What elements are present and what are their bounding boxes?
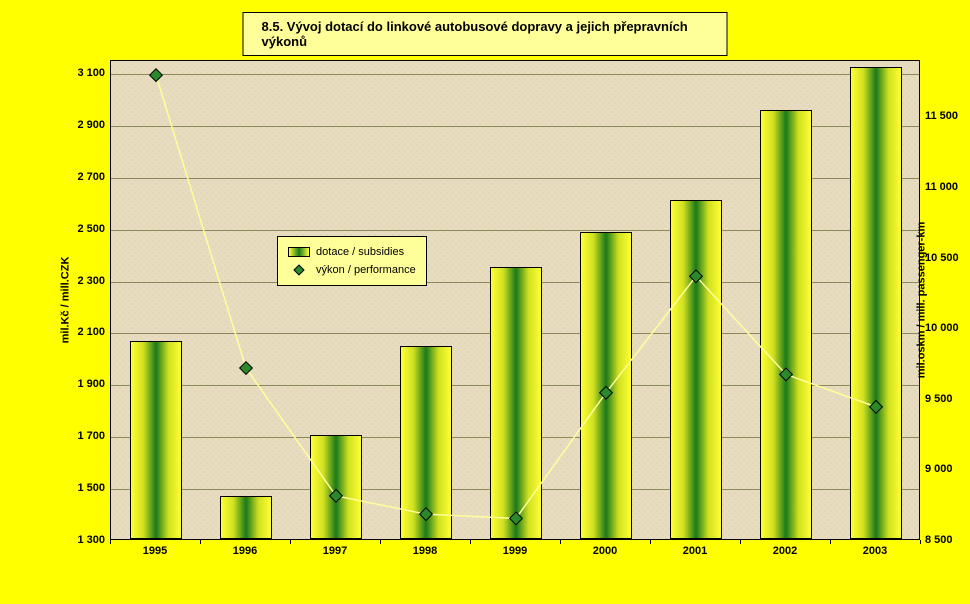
legend: dotace / subsidiesvýkon / performance — [277, 236, 427, 286]
performance-marker — [330, 489, 343, 502]
y2-tick-label: 10 000 — [925, 322, 959, 334]
y1-tick-label: 1 300 — [77, 534, 105, 546]
chart-title: 8.5. Vývoj dotací do linkové autobusové … — [243, 12, 728, 56]
x-tick-label: 1997 — [323, 545, 347, 557]
y2-axis-title: mil.oskm / mill. passenger-km — [916, 222, 928, 379]
legend-label: dotace / subsidies — [316, 243, 404, 261]
x-tick — [920, 540, 921, 544]
legend-item: dotace / subsidies — [288, 243, 416, 261]
x-tick-label: 2002 — [773, 545, 797, 557]
legend-swatch-line — [288, 265, 310, 275]
y2-tick-label: 9 000 — [925, 463, 953, 475]
x-tick — [470, 540, 471, 544]
y1-tick-label: 2 300 — [77, 275, 105, 287]
y1-tick-label: 2 700 — [77, 171, 105, 183]
y2-tick-label: 8 500 — [925, 534, 953, 546]
y2-tick-label: 11 000 — [925, 181, 958, 193]
y1-tick-label: 3 100 — [77, 67, 105, 79]
plot-area: dotace / subsidiesvýkon / performance — [110, 60, 920, 540]
y2-tick-label: 11 500 — [925, 110, 958, 122]
y1-tick-label: 1 700 — [77, 430, 105, 442]
x-tick-label: 1998 — [413, 545, 437, 557]
y2-tick-label: 9 500 — [925, 393, 953, 405]
x-tick-label: 2000 — [593, 545, 617, 557]
y1-tick-label: 2 500 — [77, 223, 105, 235]
performance-line — [111, 61, 919, 539]
x-tick-label: 1995 — [143, 545, 167, 557]
legend-label: výkon / performance — [316, 261, 416, 279]
y1-axis-title: mil.Kč / mill.CZK — [59, 257, 71, 344]
legend-swatch-bar — [288, 247, 310, 257]
x-tick — [380, 540, 381, 544]
x-tick-label: 1999 — [503, 545, 527, 557]
x-tick — [740, 540, 741, 544]
x-tick — [560, 540, 561, 544]
y1-tick-label: 2 100 — [77, 326, 105, 338]
x-tick-label: 2001 — [683, 545, 707, 557]
x-tick — [290, 540, 291, 544]
x-tick — [110, 540, 111, 544]
performance-marker — [510, 512, 523, 525]
y1-tick-label: 1 500 — [77, 482, 105, 494]
y2-tick-label: 10 500 — [925, 252, 959, 264]
x-tick-label: 2003 — [863, 545, 887, 557]
y1-tick-label: 1 900 — [77, 378, 105, 390]
x-tick — [200, 540, 201, 544]
y1-tick-label: 2 900 — [77, 119, 105, 131]
performance-marker — [870, 401, 883, 414]
performance-marker — [420, 508, 433, 521]
performance-marker — [240, 362, 253, 375]
performance-marker — [600, 386, 613, 399]
performance-marker — [150, 69, 163, 82]
x-tick-label: 1996 — [233, 545, 257, 557]
x-tick — [650, 540, 651, 544]
legend-item: výkon / performance — [288, 261, 416, 279]
x-tick — [830, 540, 831, 544]
